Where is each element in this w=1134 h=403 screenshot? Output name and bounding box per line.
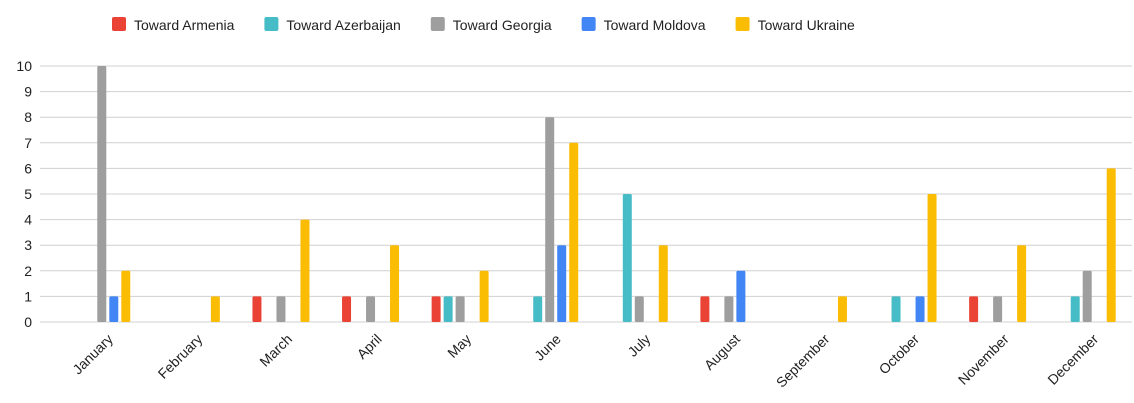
y-tick-label: 4 [24,212,32,228]
bar [1017,245,1027,322]
bar [1106,168,1116,322]
bar [97,66,107,322]
bar [431,296,441,322]
x-tick-label: April [354,331,385,362]
bar [915,296,925,322]
bar [366,296,376,322]
bar [634,296,644,322]
bar [622,194,632,322]
x-tick-label: August [701,331,743,373]
bar [969,296,979,322]
bar [557,245,567,322]
bar [993,296,1003,322]
y-tick-label: 9 [24,84,32,100]
x-tick-label: June [531,331,564,364]
x-tick-label: January [69,331,116,378]
x-tick-label: October [876,331,923,378]
y-tick-label: 7 [24,135,32,151]
legend-label: Toward Armenia [134,17,235,33]
x-tick-label: September [773,331,833,391]
x-tick-label: March [256,331,295,370]
y-tick-label: 10 [16,58,32,74]
x-tick-label: May [444,331,474,361]
y-tick-label: 3 [24,237,32,253]
bar [1070,296,1080,322]
bar [736,270,746,322]
bar [724,296,734,322]
x-tick-label: December [1044,331,1101,388]
y-tick-label: 6 [24,160,32,176]
y-tick-label: 0 [24,314,32,330]
legend-label: Toward Georgia [453,17,552,33]
legend-label: Toward Moldova [604,17,706,33]
x-tick-label: November [955,331,1012,388]
bar [455,296,465,322]
legend-swatch [264,17,279,31]
bar [300,219,310,322]
x-tick-label: February [155,331,206,382]
bar [837,296,847,322]
bar [927,194,937,322]
legend-label: Toward Ukraine [758,17,855,33]
y-tick-label: 1 [24,288,32,304]
y-tick-label: 8 [24,109,32,125]
x-tick-label: July [624,331,653,360]
y-tick-label: 5 [24,186,32,202]
bar [891,296,901,322]
bar [545,117,555,322]
bar [479,270,489,322]
bar [109,296,119,322]
bar [569,142,579,322]
y-tick-label: 2 [24,263,32,279]
legend-label: Toward Azerbaijan [286,17,400,33]
legend-swatch [735,17,750,31]
bar [658,245,668,322]
legend-swatch [430,17,445,31]
bar [276,296,286,322]
bar [443,296,453,322]
bar [342,296,352,322]
bar [533,296,543,322]
bar [1082,270,1092,322]
bar [700,296,710,322]
legend-swatch [581,17,596,31]
bar [390,245,400,322]
bar [121,270,131,322]
legend-swatch [112,17,126,31]
bar [210,296,220,322]
bar [252,296,262,322]
